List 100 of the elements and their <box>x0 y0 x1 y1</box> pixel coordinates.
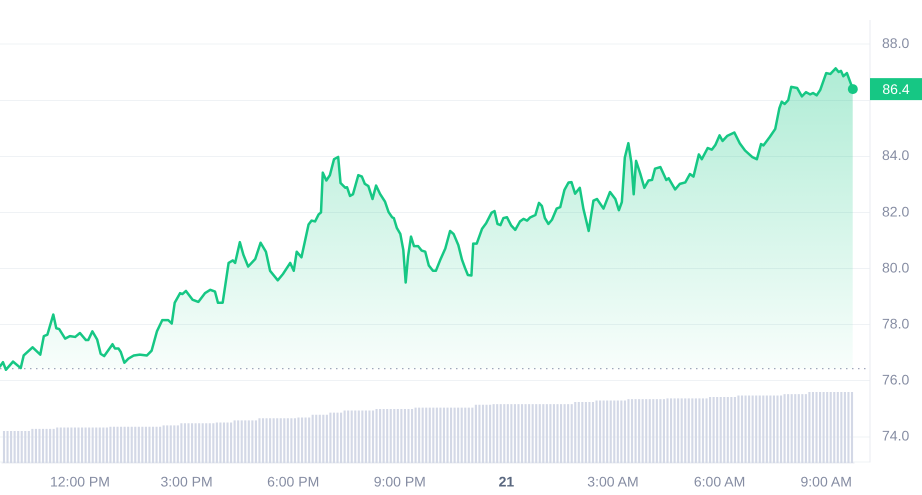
bar <box>318 414 321 463</box>
bar <box>212 423 214 463</box>
bar <box>170 425 172 463</box>
bar <box>28 431 30 463</box>
bar <box>258 418 261 463</box>
bar <box>542 404 544 463</box>
bar <box>552 404 556 463</box>
bar <box>315 414 318 463</box>
annotation: 86.4 <box>882 80 910 97</box>
bar <box>833 392 836 463</box>
bar <box>836 392 839 463</box>
bar <box>269 418 272 463</box>
bar <box>24 431 26 463</box>
bar <box>549 404 552 463</box>
y-tick-label: 78.0 <box>882 315 910 332</box>
bar <box>726 396 729 463</box>
bar <box>645 399 648 463</box>
bar <box>688 398 690 463</box>
bar <box>674 398 676 463</box>
bar <box>815 392 818 463</box>
bar <box>340 412 342 463</box>
bar <box>386 409 388 463</box>
y-tick-label: 82.0 <box>882 203 910 220</box>
bar <box>226 422 229 463</box>
bar <box>240 420 243 463</box>
bar <box>496 404 498 463</box>
bar <box>517 404 520 463</box>
bar <box>46 428 48 463</box>
bar <box>844 392 846 463</box>
bar <box>77 428 80 463</box>
bar <box>286 418 289 463</box>
bar <box>134 426 136 463</box>
bar <box>662 399 666 463</box>
bar <box>691 398 694 463</box>
bar <box>642 399 644 463</box>
bar <box>826 392 828 463</box>
bar <box>506 404 509 463</box>
bar <box>684 398 686 463</box>
bar <box>336 412 339 463</box>
bar <box>468 408 470 463</box>
bar <box>652 399 654 463</box>
bar <box>744 396 747 463</box>
bar <box>510 404 512 463</box>
bar <box>425 408 428 463</box>
bar <box>95 428 98 463</box>
bar <box>326 414 328 463</box>
bar <box>567 404 570 463</box>
bar <box>734 396 736 463</box>
bar <box>414 408 417 463</box>
bar <box>38 428 41 463</box>
bar <box>446 408 449 463</box>
bar <box>755 396 758 463</box>
bar <box>42 428 44 463</box>
bar <box>251 420 254 463</box>
bar <box>648 399 651 463</box>
bar <box>656 399 658 463</box>
bar <box>634 399 637 463</box>
bar <box>379 409 382 463</box>
bar <box>70 428 72 463</box>
bar <box>560 404 562 463</box>
y-tick-label: 88.0 <box>882 35 910 52</box>
bar <box>790 394 793 463</box>
bar <box>581 402 584 463</box>
bar <box>659 399 662 463</box>
bar <box>361 410 364 463</box>
bar <box>190 423 194 463</box>
bar <box>709 396 712 463</box>
x-tick-label: 9:00 AM <box>800 473 852 490</box>
bar <box>702 398 704 463</box>
bar <box>752 396 754 463</box>
bar <box>17 431 20 463</box>
bar <box>49 428 52 463</box>
bar <box>616 400 619 463</box>
bar <box>187 423 190 463</box>
bar <box>109 426 112 463</box>
bar <box>599 400 602 463</box>
bar <box>80 428 84 463</box>
bar <box>613 400 616 463</box>
bar <box>297 418 300 463</box>
bar <box>332 412 336 463</box>
bar <box>410 409 414 463</box>
bar <box>322 414 324 463</box>
bar <box>2 431 6 463</box>
bar <box>156 426 158 463</box>
bar <box>138 426 140 463</box>
bar <box>294 418 296 463</box>
bar <box>489 404 492 463</box>
bar <box>442 408 446 463</box>
bar <box>308 418 310 463</box>
bar <box>574 402 576 463</box>
bar <box>162 425 165 463</box>
bar <box>769 396 772 463</box>
bar <box>528 404 530 463</box>
bar <box>254 420 257 463</box>
bar <box>248 420 250 463</box>
bar <box>276 418 278 463</box>
bar <box>595 400 598 463</box>
bar <box>698 398 700 463</box>
bar <box>630 399 634 463</box>
bar <box>464 408 466 463</box>
